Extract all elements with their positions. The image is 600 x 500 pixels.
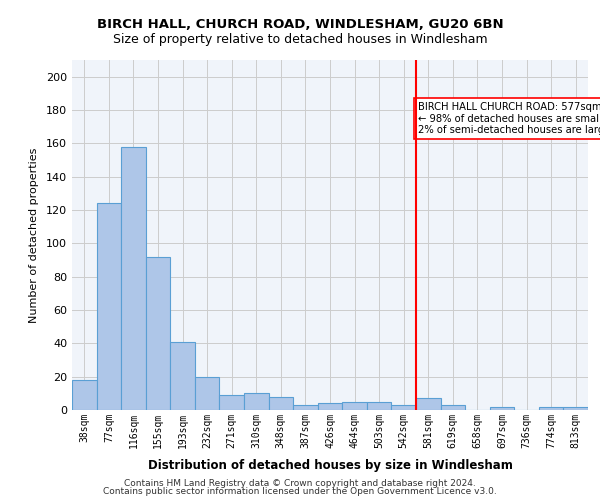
Bar bbox=[244, 394, 269, 410]
Bar bbox=[220, 395, 244, 410]
Text: BIRCH HALL, CHURCH ROAD, WINDLESHAM, GU20 6BN: BIRCH HALL, CHURCH ROAD, WINDLESHAM, GU2… bbox=[97, 18, 503, 30]
Bar bbox=[195, 376, 220, 410]
Bar bbox=[121, 146, 146, 410]
Text: Contains public sector information licensed under the Open Government Licence v3: Contains public sector information licen… bbox=[103, 487, 497, 496]
Text: Size of property relative to detached houses in Windlesham: Size of property relative to detached ho… bbox=[113, 32, 487, 46]
Bar bbox=[416, 398, 440, 410]
X-axis label: Distribution of detached houses by size in Windlesham: Distribution of detached houses by size … bbox=[148, 459, 512, 472]
Bar bbox=[269, 396, 293, 410]
Y-axis label: Number of detached properties: Number of detached properties bbox=[29, 148, 39, 322]
Bar bbox=[367, 402, 391, 410]
Bar bbox=[97, 204, 121, 410]
Bar bbox=[391, 405, 416, 410]
Text: BIRCH HALL CHURCH ROAD: 577sqm
← 98% of detached houses are smaller (484)
2% of : BIRCH HALL CHURCH ROAD: 577sqm ← 98% of … bbox=[418, 102, 600, 135]
Bar bbox=[490, 406, 514, 410]
Bar bbox=[563, 406, 588, 410]
Bar bbox=[170, 342, 195, 410]
Bar bbox=[146, 256, 170, 410]
Bar bbox=[342, 402, 367, 410]
Bar bbox=[539, 406, 563, 410]
Text: Contains HM Land Registry data © Crown copyright and database right 2024.: Contains HM Land Registry data © Crown c… bbox=[124, 478, 476, 488]
Bar bbox=[293, 405, 318, 410]
Bar bbox=[318, 404, 342, 410]
Bar bbox=[440, 405, 465, 410]
Bar bbox=[72, 380, 97, 410]
